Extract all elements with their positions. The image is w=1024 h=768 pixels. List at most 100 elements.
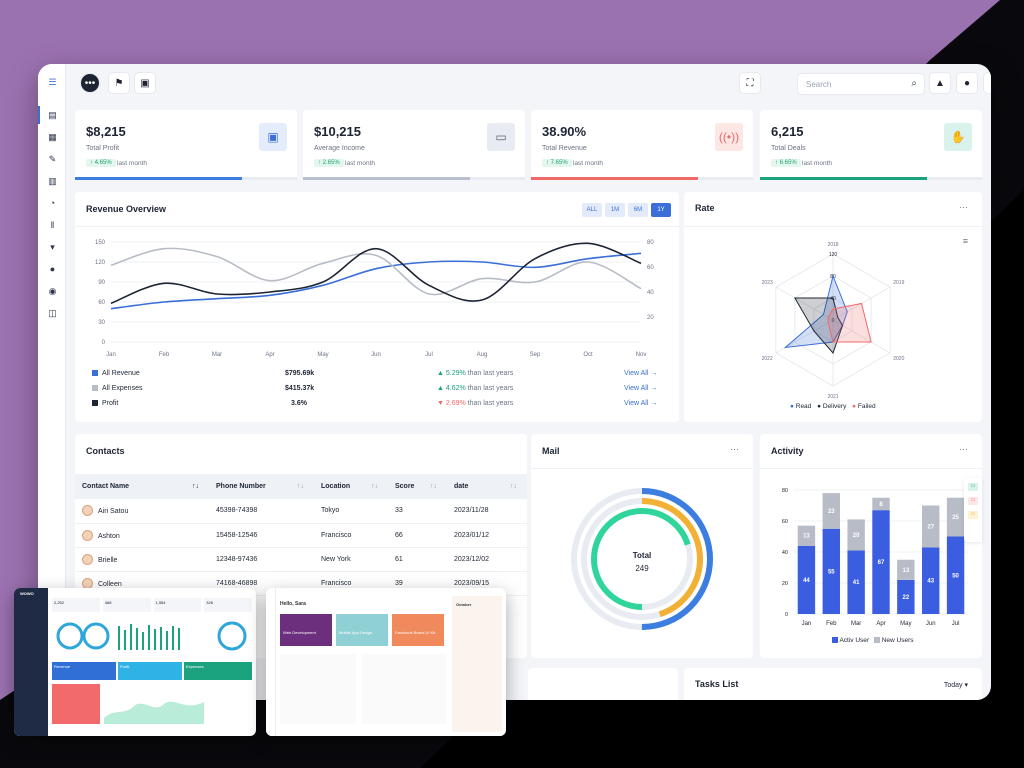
range-all-button[interactable]: ALL — [582, 203, 602, 217]
table-row[interactable]: Airi Satou 45398-74398 Tokyo 33 2023/11/28 — [75, 499, 527, 524]
globe-icon[interactable]: ◉ — [48, 286, 57, 296]
settings-icon[interactable]: ⁘ — [983, 72, 991, 94]
bar — [872, 497, 890, 511]
mini-tasks — [280, 654, 356, 724]
more-icon[interactable]: ··· — [959, 202, 968, 212]
layout-icon[interactable]: ▤ — [48, 110, 57, 120]
image-icon[interactable]: ▭ — [968, 497, 978, 505]
note-icon[interactable]: ▭ — [968, 511, 978, 519]
column-label: Location — [321, 483, 351, 490]
column-label: Contact Name — [82, 483, 130, 490]
bar — [822, 493, 840, 529]
column-header[interactable]: Contact Name ↑↓ — [75, 474, 209, 499]
bar — [897, 579, 915, 614]
column-header[interactable]: Score ↑↓ — [388, 474, 447, 499]
legend-swatch — [873, 637, 880, 643]
x-tick-label: Sep — [530, 352, 541, 358]
revenue-overview-card: Revenue Overview ALL 1M 6M 1Y 0 30 60 90 120… — [75, 192, 679, 422]
more-icon[interactable]: ··· — [730, 444, 739, 454]
table-row[interactable]: Ashton 15458-12546 Francisco 66 2023/01/12 — [75, 523, 527, 548]
mini-brand: WOWO — [20, 591, 34, 596]
document-icon[interactable]: ▥ — [48, 176, 57, 186]
radar-axis-label: 2019 — [893, 280, 904, 286]
card-title: Activity — [771, 446, 804, 456]
cell: Colleen — [98, 580, 122, 588]
stat-change: ↑ 2.65% — [314, 159, 344, 167]
bell-icon[interactable]: ▲ — [929, 72, 951, 94]
link-text: View All — [624, 370, 649, 377]
radar-tick-label: 0 — [832, 318, 835, 324]
stat-progress — [75, 177, 242, 180]
bar — [822, 528, 840, 614]
edit-icon[interactable]: ✎ — [48, 154, 57, 164]
pie-icon[interactable]: ◔ — [49, 198, 56, 208]
avatar — [82, 529, 93, 541]
library-icon[interactable]: ‖ — [50, 220, 55, 230]
broadcast-icon: ((•)) — [715, 123, 743, 151]
y2-tick-label: 60 — [647, 265, 654, 271]
donut-arc — [581, 498, 703, 620]
change-suffix: than last years — [467, 385, 514, 392]
search-input[interactable]: Search ⌕ — [797, 73, 925, 95]
stat-card-revenue: 38.90% Total Revenue ↑ 7.65% last month … — [531, 110, 753, 180]
x-tick-label: Feb — [159, 352, 170, 358]
rate-card: Rate ··· ≡ 2018 2019 2020 2021 2022 2023 0 40 80… — [684, 192, 982, 422]
sort-icon[interactable]: ↑↓ — [297, 483, 304, 490]
radar-axis-label: 2022 — [762, 356, 773, 362]
view-all-link[interactable]: View All → — [624, 400, 658, 407]
map-icon[interactable]: ◫ — [48, 308, 57, 318]
hamburger-icon[interactable]: ≡ — [962, 236, 968, 246]
bar-value-label: 8 — [879, 502, 883, 508]
flag-icon[interactable]: ⚑ — [108, 72, 130, 94]
divider — [760, 468, 982, 469]
revenue-value: $795.69k — [285, 370, 315, 377]
bag-icon[interactable]: ▾ — [50, 242, 55, 252]
x-tick-label: May — [317, 352, 328, 358]
view-all-link[interactable]: View All → — [624, 370, 658, 377]
more-icon[interactable]: ··· — [959, 444, 968, 454]
expenses-change: ▲ 4.62% than last years — [437, 385, 513, 392]
y-tick-label: 120 — [95, 260, 106, 266]
sort-icon[interactable]: ↑↓ — [430, 483, 437, 490]
fullscreen-icon[interactable]: ⛶ — [739, 72, 761, 94]
bar-value-label: 13 — [903, 568, 910, 574]
clipboard-icon[interactable]: ▣ — [134, 72, 156, 94]
bar — [946, 497, 965, 537]
cell: Ashton — [98, 532, 120, 540]
radar-series — [827, 302, 872, 343]
chat-icon[interactable]: ••• — [80, 73, 100, 93]
column-header[interactable]: Location ↑↓ — [314, 474, 388, 499]
column-header[interactable]: date ↑↓ — [447, 474, 527, 499]
sort-icon[interactable]: ↑↓ — [192, 483, 199, 490]
search-icon[interactable]: ⌕ — [911, 78, 917, 89]
stat-progress — [303, 177, 470, 180]
x-tick-label: Jun — [371, 352, 381, 358]
range-6m-button[interactable]: 6M — [628, 203, 648, 217]
mini-statistics — [362, 654, 446, 724]
mini-kpi: 2,252 — [52, 598, 100, 612]
grid-icon[interactable]: ▦ — [48, 132, 57, 142]
menu-icon[interactable]: ☰ — [48, 77, 57, 87]
stat-value: 6,215 — [771, 124, 804, 139]
sidebar-active-indicator — [38, 106, 40, 124]
y-tick-label: 150 — [95, 240, 106, 246]
cell: 2023/12/02 — [447, 547, 527, 572]
range-1y-button[interactable]: 1Y — [651, 203, 671, 217]
column-header[interactable]: Phone Number ↑↓ — [209, 474, 314, 499]
card-title: Tasks List — [695, 679, 739, 689]
table-row[interactable]: Brielle 12348-97436 New York 61 2023/12/02 — [75, 547, 527, 572]
legend-label: Read — [795, 403, 812, 410]
bar-value-label: 23 — [828, 509, 835, 515]
up-arrow-icon: ▲ — [437, 370, 446, 377]
revenue-line-chart: 0 30 60 90 120 150 20 40 60 80 Jan Feb Mar Apr May Jun J… — [95, 240, 654, 358]
cell: 61 — [388, 547, 447, 572]
sort-icon[interactable]: ↑↓ — [510, 483, 517, 490]
tasks-filter-dropdown[interactable]: Today ▾ — [943, 682, 968, 689]
user-icon[interactable]: ● — [49, 264, 56, 274]
range-1m-button[interactable]: 1M — [605, 203, 625, 217]
legend-label: All Revenue — [102, 370, 140, 377]
screen-icon[interactable]: ▭ — [968, 483, 978, 491]
view-all-link[interactable]: View All → — [624, 385, 658, 392]
sort-icon[interactable]: ↑↓ — [371, 483, 378, 490]
user-icon[interactable]: ● — [956, 72, 978, 94]
